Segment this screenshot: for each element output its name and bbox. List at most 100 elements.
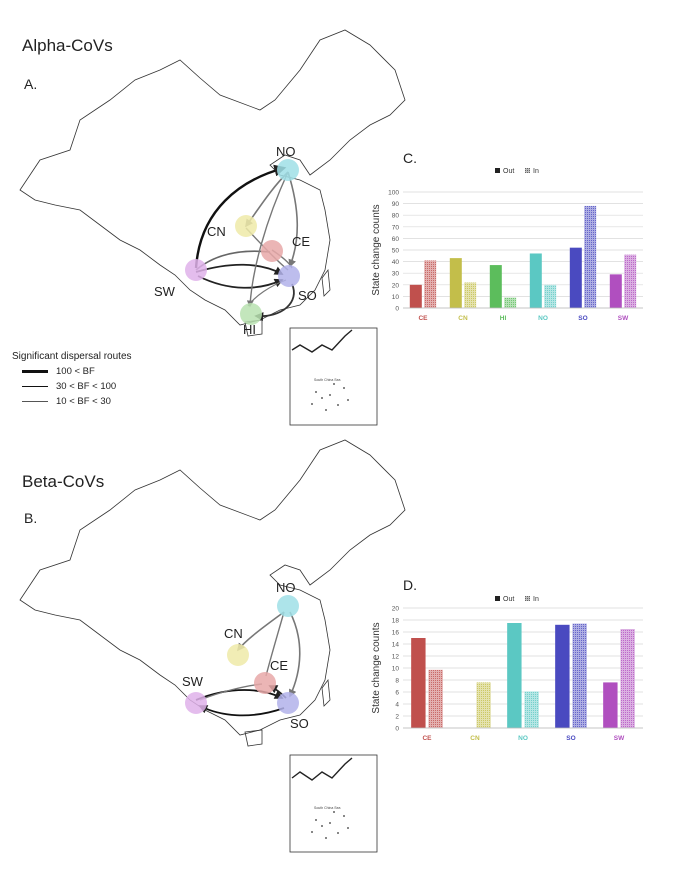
legend-text-medium: 30 < BF < 100 [56, 381, 117, 392]
chart-c-bar-out-cn [449, 258, 462, 308]
chart-c-ytick: 100 [388, 190, 399, 197]
chart-c-ytick: 70 [392, 224, 400, 231]
beta-node-ce [254, 672, 276, 694]
chart-c-bar-in-ce [424, 260, 437, 308]
chart-c-bar-out-hi [489, 265, 502, 308]
chart-d-bar-out-ce [411, 638, 426, 728]
chart-d-ytick: 0 [395, 726, 399, 733]
chart-c-xtick-hi: HI [500, 315, 507, 322]
alpha-inset-islands [311, 383, 349, 411]
chart-d-legend-swatch-in [525, 596, 530, 601]
chart-d-xtick-no: NO [518, 735, 528, 742]
chart-d-bar-out-sw [603, 682, 618, 728]
panel-c-label: C. [403, 150, 417, 166]
chart-c-ytick: 90 [392, 201, 400, 208]
beta-title: Beta-CoVs [22, 472, 105, 491]
chart-d-bar-out-no [507, 623, 522, 728]
chart-c-xtick-so: SO [578, 315, 587, 322]
panel-d-label: D. [403, 577, 417, 593]
chart-d-ytick: 4 [395, 702, 399, 709]
chart-c-bar-in-hi [504, 297, 517, 308]
chart-c-ytick: 80 [392, 213, 400, 220]
legend-title: Significant dispersal routes [12, 351, 132, 362]
chart-d-ytick: 10 [392, 666, 400, 673]
chart-d-legend-swatch-out [495, 596, 500, 601]
chart-c-legend-swatch-out [495, 168, 500, 173]
alpha-label-so: SO [298, 288, 317, 303]
beta-inset-label: South China Sea [314, 806, 341, 810]
chart-c-xtick-sw: SW [618, 315, 629, 322]
chart-c-bar-in-sw [624, 254, 637, 308]
chart-d-legend: Out In [495, 596, 539, 603]
beta-node-no [277, 595, 299, 617]
alpha-label-sw: SW [154, 284, 175, 299]
beta-taiwan [321, 678, 331, 707]
beta-inset-islands [311, 811, 349, 839]
chart-c-bar-in-cn [464, 282, 477, 308]
alpha-inset-frame [289, 327, 378, 426]
chart-d-ylabel: State change counts [371, 622, 382, 713]
alpha-label-cn: CN [207, 224, 226, 239]
beta-node-so [277, 692, 299, 714]
chart-d-ytick: 16 [392, 630, 400, 637]
beta-inset-frame [289, 754, 378, 853]
beta-hainan [244, 729, 263, 747]
alpha-china-outline [19, 29, 406, 326]
chart-d-bar-in-ce [428, 669, 443, 728]
legend-row-weak: 10 < BF < 30 [22, 396, 111, 407]
legend-line-weak [22, 401, 48, 402]
beta-node-cn [227, 644, 249, 666]
chart-c-bar-in-no [544, 284, 557, 308]
panel-b-label: B. [24, 510, 38, 526]
chart-d-ytick: 8 [395, 678, 399, 685]
chart-d-xtick-sw: SW [614, 735, 625, 742]
chart-d-xtick-so: SO [566, 735, 575, 742]
chart-d-ytick: 6 [395, 690, 399, 697]
chart-d-xtick-ce: CE [422, 735, 432, 742]
chart-d-ytick: 20 [392, 606, 400, 613]
chart-c-ylabel: State change counts [371, 204, 382, 295]
legend-line-strong [22, 370, 48, 373]
legend-text-weak: 10 < BF < 30 [56, 396, 111, 407]
chart-d-bar-in-sw [620, 629, 635, 728]
chart-d-ytick: 14 [392, 642, 400, 649]
chart-c-bar-out-sw [609, 274, 622, 308]
legend-row-medium: 30 < BF < 100 [22, 381, 116, 392]
chart-c-bar-out-ce [409, 284, 422, 308]
chart-d: 0 2 4 6 8 10 12 14 16 18 20 State change counts Out I… [371, 596, 643, 742]
chart-c-legend-in: In [533, 168, 539, 175]
alpha-inset-label: South China Sea [314, 378, 341, 382]
chart-c-ytick: 40 [392, 259, 400, 266]
beta-node-sw [185, 692, 207, 714]
chart-c-bar-in-so [584, 205, 597, 308]
chart-c-legend-out: Out [503, 168, 514, 175]
chart-d-legend-out: Out [503, 596, 514, 603]
alpha-label-no: NO [276, 144, 296, 159]
alpha-node-so [278, 265, 300, 287]
chart-c-xtick-ce: CE [418, 315, 428, 322]
chart-d-bar-in-no [524, 691, 539, 728]
chart-d-bar-in-cn [476, 682, 491, 728]
chart-d-ytick: 18 [392, 618, 400, 625]
beta-label-no: NO [276, 580, 296, 595]
alpha-node-no [277, 159, 299, 181]
chart-d-bar-in-so [572, 623, 587, 728]
chart-c-xtick-no: NO [538, 315, 548, 322]
chart-d-ytick: 12 [392, 654, 400, 661]
chart-c-legend: Out In [495, 168, 539, 175]
chart-c-ytick: 10 [392, 294, 400, 301]
chart-c-ytick: 20 [392, 282, 400, 289]
alpha-node-sw [185, 259, 207, 281]
alpha-routes [194, 164, 299, 322]
chart-d-legend-in: In [533, 596, 539, 603]
alpha-node-cn [235, 215, 257, 237]
legend-line-medium [22, 385, 48, 388]
alpha-label-ce: CE [292, 234, 311, 249]
alpha-node-hi [240, 303, 262, 325]
chart-d-bar-out-so [555, 624, 570, 728]
chart-c-ytick: 0 [395, 306, 399, 313]
alpha-title: Alpha-CoVs [22, 36, 113, 55]
beta-label-so: SO [290, 716, 309, 731]
chart-d-xtick-cn: CN [470, 735, 480, 742]
beta-label-ce: CE [270, 658, 289, 673]
